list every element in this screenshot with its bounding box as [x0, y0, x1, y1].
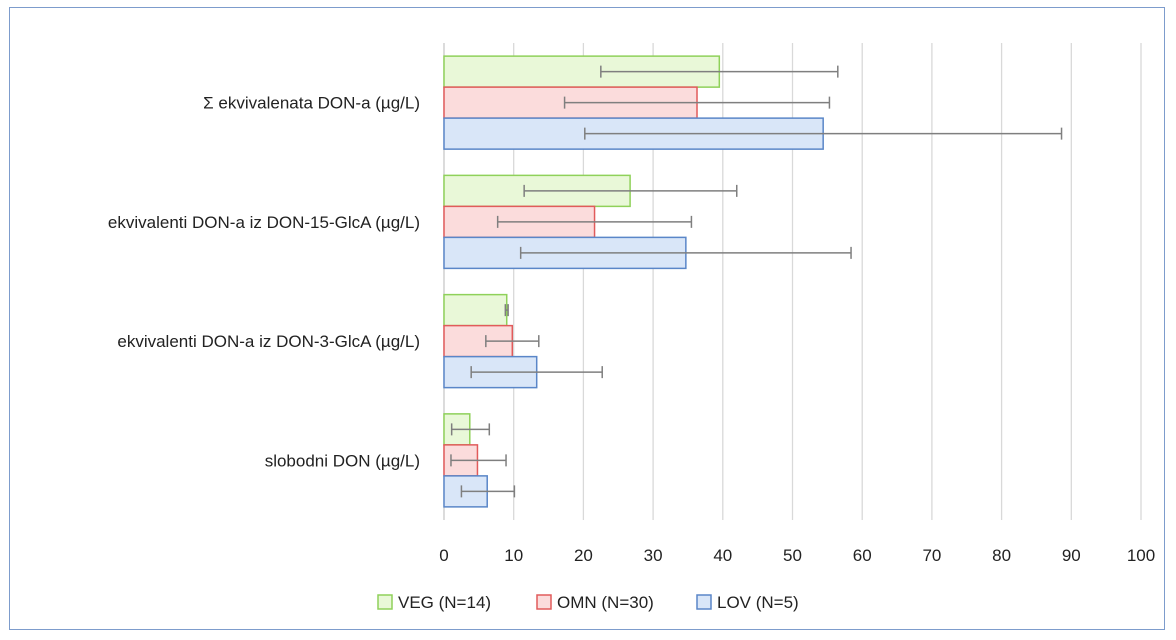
x-tick-label: 100 [1127, 546, 1155, 565]
x-tick-label: 40 [713, 546, 732, 565]
category-label: ekvivalenti DON-a iz DON-15-GlcA (µg/L) [108, 213, 420, 232]
x-tick-label: 20 [574, 546, 593, 565]
legend-label: OMN (N=30) [557, 593, 654, 612]
legend-swatch-omn [536, 594, 552, 610]
category-label: Σ ekvivalenata DON-a (µg/L) [203, 94, 420, 113]
x-tick-label: 90 [1062, 546, 1081, 565]
bar-veg [443, 293, 508, 327]
category-label: ekvivalenti DON-a iz DON-3-GlcA (µg/L) [117, 332, 420, 351]
category-label: slobodni DON (µg/L) [265, 451, 420, 470]
legend-label: LOV (N=5) [717, 593, 799, 612]
legend-swatch-veg [377, 594, 393, 610]
x-tick-label: 80 [992, 546, 1011, 565]
x-tick-label: 60 [853, 546, 872, 565]
x-tick-label: 0 [439, 546, 448, 565]
x-tick-label: 30 [644, 546, 663, 565]
x-tick-label: 70 [922, 546, 941, 565]
x-tick-label: 10 [504, 546, 523, 565]
legend-swatch-lov [696, 594, 712, 610]
x-tick-label: 50 [783, 546, 802, 565]
legend-label: VEG (N=14) [398, 593, 491, 612]
